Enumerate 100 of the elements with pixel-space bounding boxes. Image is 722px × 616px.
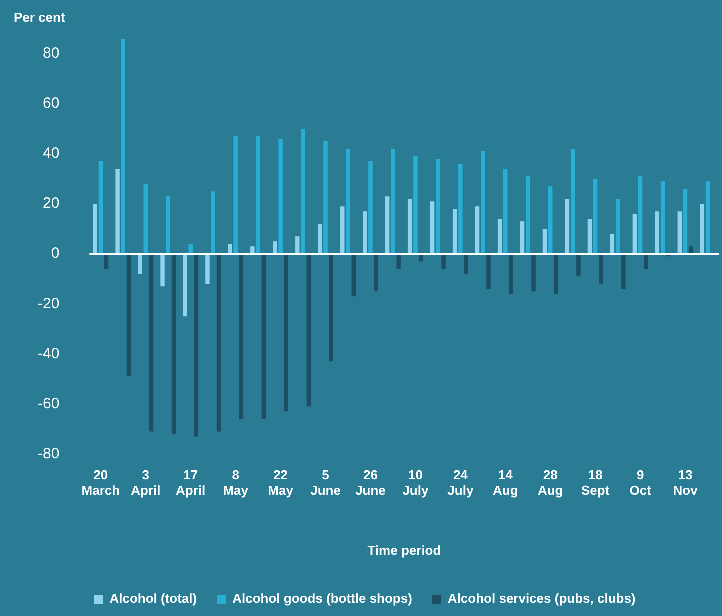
bar (284, 254, 289, 412)
bar (126, 254, 132, 377)
bar (532, 254, 536, 292)
bar (414, 156, 418, 254)
bar (239, 254, 244, 420)
bar (149, 254, 154, 432)
bar (340, 206, 345, 254)
legend-label: Alcohol (total) (110, 591, 198, 606)
x-tick-label: 20 March (82, 468, 120, 498)
bar (622, 254, 626, 290)
bar (458, 164, 463, 254)
bar (329, 254, 334, 362)
bar (160, 254, 165, 287)
bar (278, 139, 283, 254)
bar (408, 199, 412, 254)
bar (481, 152, 486, 254)
bar (228, 244, 232, 254)
bar (616, 199, 620, 254)
legend-label: Alcohol goods (bottle shops) (232, 591, 412, 606)
bar (436, 159, 440, 254)
bar (206, 254, 210, 284)
bar (678, 212, 682, 254)
bar (498, 219, 502, 254)
x-tick-label: 24 July (448, 468, 474, 498)
bar (296, 236, 300, 254)
bar (509, 254, 514, 294)
x-tick-label: 22 May (268, 468, 294, 498)
bar (520, 222, 525, 254)
bar (430, 202, 435, 254)
bar (138, 254, 142, 274)
bar (396, 254, 401, 270)
bar (324, 142, 328, 254)
bar (475, 206, 480, 254)
x-tick-label: 3 April (131, 468, 161, 498)
bar (194, 254, 199, 437)
bar (442, 254, 446, 270)
x-tick-label: 14 Aug (493, 468, 518, 498)
bar (660, 182, 666, 254)
bar (363, 212, 368, 254)
x-tick-label: 18 Sept (581, 468, 610, 498)
bar (262, 254, 266, 420)
x-tick-label: 5 June (310, 468, 341, 498)
bar (216, 254, 222, 432)
bar (211, 192, 216, 254)
y-tick-label: -60 (38, 395, 60, 412)
bar (683, 189, 688, 254)
bar (706, 182, 710, 254)
bar (593, 179, 598, 254)
bar (391, 149, 396, 254)
bar (526, 176, 530, 254)
x-tick-label: 28 Aug (538, 468, 564, 498)
y-tick-label: 60 (42, 95, 60, 112)
bar (565, 199, 570, 254)
bar (554, 254, 558, 294)
bar (318, 224, 322, 254)
x-tick-label: 10 July (402, 468, 430, 498)
bar (144, 184, 148, 254)
bar (570, 149, 576, 254)
x-axis-title: Time period (368, 542, 442, 558)
legend-label: Alcohol services (pubs, clubs) (448, 591, 636, 606)
bar (548, 186, 553, 254)
bar (632, 214, 638, 254)
bar (121, 39, 126, 254)
bar (644, 254, 648, 270)
x-tick-label: 13 Nov (673, 468, 699, 498)
bar (452, 209, 458, 254)
y-tick-label: 80 (42, 45, 60, 62)
y-tick-label: -20 (38, 295, 60, 312)
bar (486, 254, 491, 290)
y-tick-label: 0 (51, 245, 60, 262)
bar (700, 204, 704, 254)
y-axis-title: Per cent (14, 10, 66, 26)
bar (346, 149, 350, 254)
bar (542, 229, 548, 254)
bar (655, 212, 660, 254)
y-tick-label: -40 (38, 345, 60, 362)
x-tick-label: 9 Oct (630, 468, 652, 498)
bar (504, 169, 508, 254)
bar (183, 254, 188, 317)
x-tick-label: 8 May (223, 468, 250, 498)
bar (172, 254, 176, 434)
bar (385, 196, 390, 254)
bar (93, 204, 98, 254)
bar (368, 162, 373, 254)
x-tick-label: 26 June (356, 468, 386, 498)
bar (306, 254, 312, 407)
bar (588, 219, 592, 254)
bar (599, 254, 604, 284)
bar (166, 196, 170, 254)
bar (98, 162, 104, 254)
bar (610, 234, 615, 254)
bar (234, 136, 238, 254)
bar (301, 129, 306, 254)
x-tick-label: 17 April (176, 468, 206, 498)
bar (576, 254, 581, 277)
y-tick-label: -80 (38, 445, 60, 462)
bar (352, 254, 356, 297)
bar (116, 169, 120, 254)
bar (638, 176, 643, 254)
bar (374, 254, 378, 292)
